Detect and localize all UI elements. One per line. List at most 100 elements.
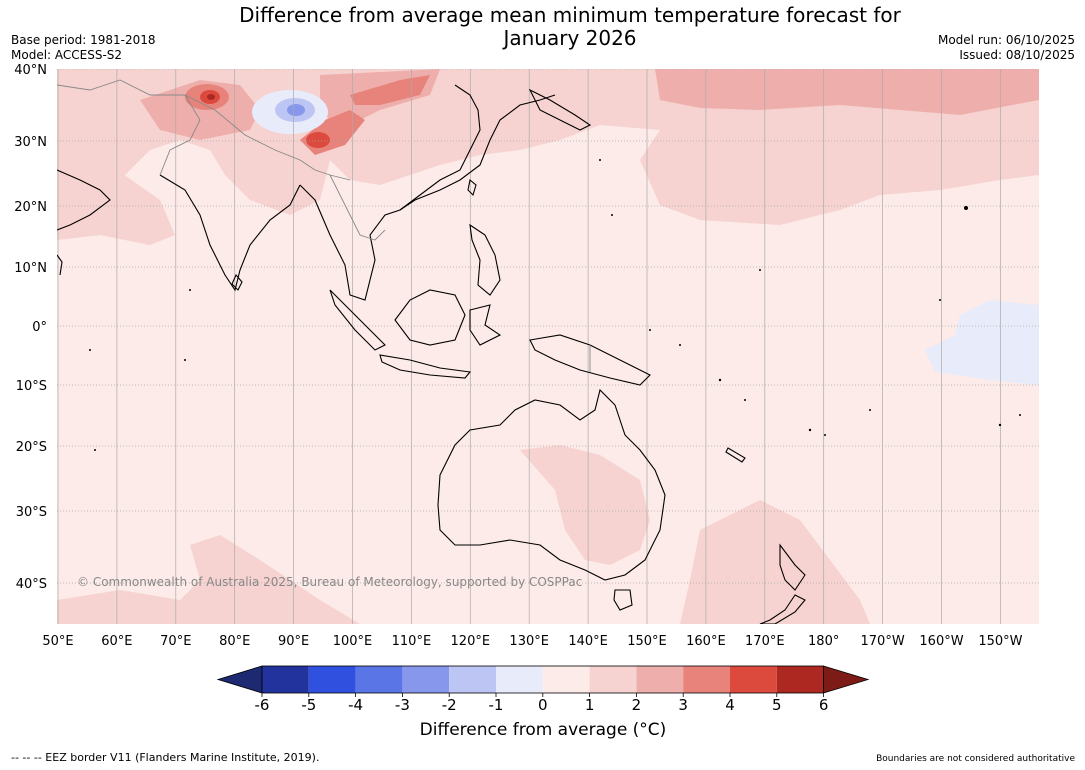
colorbar-label: Difference from average (°C) [419,720,667,740]
colorbar-swatch [308,666,356,693]
anomaly-cool-tibet-peak [287,104,305,116]
island [718,378,722,382]
colorbar-swatch [776,666,824,693]
anomaly-region-southern-ocean [680,500,870,624]
coast-new-zealand-north [779,543,806,591]
coast-tasmania [613,589,633,611]
coast-new-caledonia [725,447,746,463]
coast-australia [437,388,666,581]
colorbar-tick-label: 4 [725,696,735,714]
anomaly-region-arabian-sea [57,160,175,245]
lon-label: 160°W [919,634,963,649]
lat-label: 10°S [16,379,47,394]
coast-sulawesi [469,304,502,346]
colorbar-swatch [636,666,684,693]
coast-africa-horn [57,254,63,276]
colorbar-tick-label: 6 [819,696,829,714]
anomaly-region-south-indian [57,535,360,624]
island [744,399,746,401]
colorbar-tick-label: 5 [772,696,782,714]
island [998,423,1002,427]
lon-label: 50°E [42,634,73,649]
colorbar-swatch [449,666,496,693]
island [599,159,601,161]
island [1019,414,1021,416]
lat-label: 20°S [16,440,47,455]
coast-new-guinea [529,334,651,386]
title-line-2: January 2026 [503,26,637,50]
island [808,428,812,432]
anomaly-region-north-pacific-warm [655,69,1039,115]
anomaly-hotspot-tibet-east-core [306,132,330,148]
anomaly-hotspot-karakoram-peak [207,94,215,100]
border-west-asia [57,79,201,176]
colorbar-tick-label: -4 [348,696,363,714]
eez-note: -- -- -- EEZ border V11 (Flanders Marine… [11,751,320,764]
meta-right: Model run: 06/10/2025 Issued: 08/10/2025 [938,33,1075,63]
colorbar-swatch [355,666,403,693]
lon-label: 60°E [101,634,132,649]
coast-india [159,174,301,292]
colorbar-tick-label: 0 [538,696,548,714]
lon-label: 90°E [278,634,309,649]
lon-label: 150°W [978,634,1022,649]
lon-label: 160°E [686,634,726,649]
anomaly-cool-central-pacific [925,300,1039,385]
colorbar-swatch [683,666,730,693]
lon-label: 130°E [509,634,549,649]
colorbar-swatch [589,666,637,693]
country-borders [57,79,591,372]
coast-borneo [394,289,466,346]
lon-label: 80°E [219,634,250,649]
border-himalaya [184,94,351,181]
lon-label: 70°E [160,634,191,649]
anomaly-region-north-pacific [330,69,1039,225]
island [964,206,968,210]
colorbar-tick-label: 2 [632,696,642,714]
coast-java [379,354,472,379]
pacific-islands [89,159,1021,451]
model-name: Model: ACCESS-S2 [11,48,123,62]
meta-left: Base period: 1981-2018 Model: ACCESS-S2 [11,33,156,63]
lon-label: 140°E [568,634,608,649]
lat-label: 40°N [14,63,47,78]
copyright-watermark: © Commonwealth of Australia 2025, Bureau… [77,575,582,589]
chart-title: Difference from average mean minimum tem… [150,4,990,50]
island [94,449,96,451]
lon-label: 110°E [392,634,432,649]
coast-sumatra [329,289,386,351]
lat-label: 0° [32,320,47,335]
lon-label: 180° [808,634,839,649]
latitude-labels: 40°N 30°N 20°N 10°N 0° 10°S 20°S 30°S 40°S [14,63,47,592]
colorbar-swatch [402,666,450,693]
colorbar-low-extension [216,665,263,694]
lon-label: 100°E [333,634,373,649]
island [869,409,871,411]
title-line-1: Difference from average mean minimum tem… [239,3,901,27]
map-gridlines [57,69,1039,624]
colorbar-tick-label: -5 [301,696,316,714]
colorbar-swatch [262,666,309,693]
lat-label: 30°S [16,505,47,520]
border-indochina [329,174,386,241]
island [189,289,191,291]
island [939,299,941,301]
model-run: Model run: 06/10/2025 [937,33,1075,47]
lat-label: 10°N [14,261,47,276]
anomaly-region-australia [520,445,650,565]
coast-arabia [57,169,111,231]
lon-label: 170°E [745,634,785,649]
colorbar-tick-label: -2 [442,696,457,714]
base-period: Base period: 1981-2018 [11,33,156,47]
coast-sri-lanka [231,273,243,291]
lat-label: 30°N [14,135,47,150]
colorbar: -6 -5 -4 -3 -2 -1 0 1 2 3 4 5 6 [216,665,870,714]
island [184,359,186,361]
colorbar-tick-label: -3 [395,696,410,714]
island [824,434,826,436]
colorbar-high-extension [823,665,870,694]
colorbar-swatch [496,666,543,693]
lon-label: 120°E [451,634,491,649]
anomaly-hotspot-china-north [350,75,430,105]
coastlines [57,84,806,624]
